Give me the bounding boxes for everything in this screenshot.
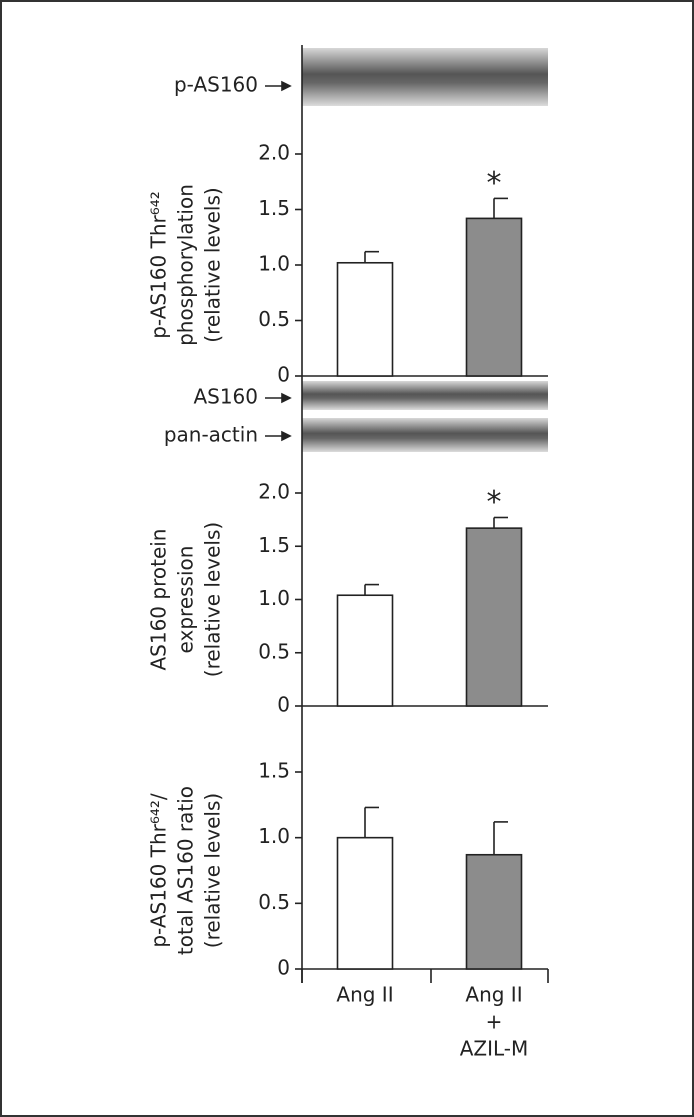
x-tick-label: Ang II (336, 983, 393, 1007)
y-tick-label: 0 (277, 363, 290, 387)
bar (465, 853, 523, 970)
y-axis-label: total AS160 ratio (174, 786, 198, 955)
y-axis-label: AS160 protein (147, 528, 171, 670)
y-tick-label: 0 (277, 693, 290, 717)
significance: * (487, 485, 502, 520)
significance: * (487, 166, 502, 201)
bar (336, 836, 394, 970)
y-axis-label: (relative levels) (201, 187, 225, 342)
y-tick-label: 1.5 (258, 759, 290, 783)
y-axis-label: p-AS160 Thr⁶⁴² (147, 191, 171, 339)
y-tick-label: 1.0 (258, 586, 290, 610)
blot-label: pan-actin (164, 423, 258, 447)
bar (465, 217, 523, 377)
y-tick-label: 2.0 (258, 480, 290, 504)
y-tick-label: 1.5 (258, 196, 290, 220)
bar (336, 261, 394, 377)
bar (336, 594, 394, 707)
blot-image (302, 381, 548, 410)
blot-image (302, 48, 548, 106)
y-axis-label: (relative levels) (201, 793, 225, 948)
x-tick-label: + (486, 1010, 503, 1034)
y-tick-label: 2.0 (258, 141, 290, 165)
x-tick-label: Ang II (465, 983, 522, 1007)
y-tick-label: 0.5 (258, 639, 290, 663)
y-tick-label: 1.5 (258, 533, 290, 557)
y-axis-label: p-AS160 Thr⁶⁴²/ (147, 793, 171, 948)
arrows (265, 80, 292, 442)
y-tick-label: 0.5 (258, 890, 290, 914)
y-tick-label: 0.5 (258, 307, 290, 331)
blot-image (302, 418, 548, 452)
y-tick-label: 1.0 (258, 824, 290, 848)
blot-label: AS160 (193, 385, 258, 409)
x-tick-label: AZIL-M (460, 1037, 529, 1061)
y-tick-label: 0 (277, 956, 290, 980)
blot-label: p-AS160 (174, 73, 258, 97)
y-axis-label: phosphorylation (174, 184, 198, 346)
bar (465, 527, 523, 707)
y-axis-label: (relative levels) (201, 522, 225, 677)
y-tick-label: 1.0 (258, 252, 290, 276)
y-axis-label: expression (174, 546, 198, 654)
